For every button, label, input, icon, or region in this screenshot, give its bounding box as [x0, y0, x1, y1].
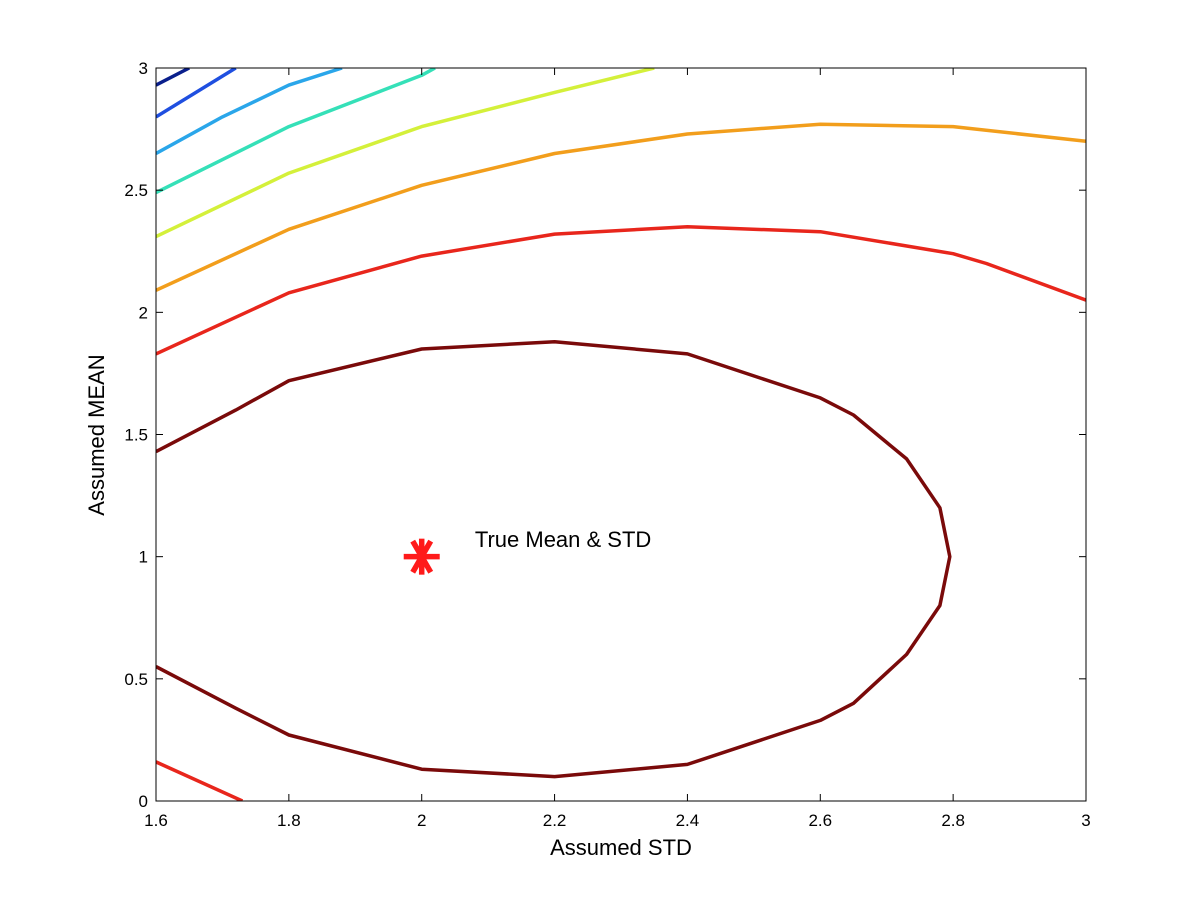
x-tick-label: 2.8	[941, 811, 965, 830]
y-tick-label: 1.5	[124, 426, 148, 445]
x-tick-label: 2	[417, 811, 426, 830]
x-tick-label: 2.6	[808, 811, 832, 830]
contour-line-4	[156, 122, 1086, 292]
true-point-marker	[403, 538, 440, 575]
contour-line-7	[156, 68, 343, 156]
x-tick-label: 2.2	[543, 811, 567, 830]
contour-line-6	[156, 68, 436, 195]
true-mean-std-annotation: True Mean & STD	[475, 527, 651, 552]
y-tick-label: 2	[139, 303, 148, 322]
contour-line-3	[156, 760, 244, 801]
contour-line-1	[156, 339, 952, 779]
contour-line-8	[156, 68, 237, 119]
x-axis-label: Assumed STD	[550, 835, 692, 860]
x-tick-label: 1.6	[144, 811, 168, 830]
contour-lines	[156, 68, 1086, 801]
y-tick-label: 0	[139, 792, 148, 811]
x-tick-label: 3	[1081, 811, 1090, 830]
y-axis-label: Assumed MEAN	[84, 354, 109, 515]
y-tick-label: 0.5	[124, 670, 148, 689]
y-tick-label: 1	[139, 548, 148, 567]
contour-line-9	[156, 68, 191, 87]
contour-line-5	[156, 68, 655, 239]
y-tick-label: 2.5	[124, 181, 148, 200]
y-tick-label: 3	[139, 59, 148, 78]
x-tick-label: 1.8	[277, 811, 301, 830]
x-tick-label: 2.4	[676, 811, 700, 830]
contour-line-2	[156, 225, 1086, 356]
axis-ticks: 1.6 1.8 2 2.2 2.4 2.6 2.8 3 0 0.5 1 1.5 2 2.5 3	[124, 59, 1090, 830]
plot-area-frame	[155, 67, 1087, 802]
